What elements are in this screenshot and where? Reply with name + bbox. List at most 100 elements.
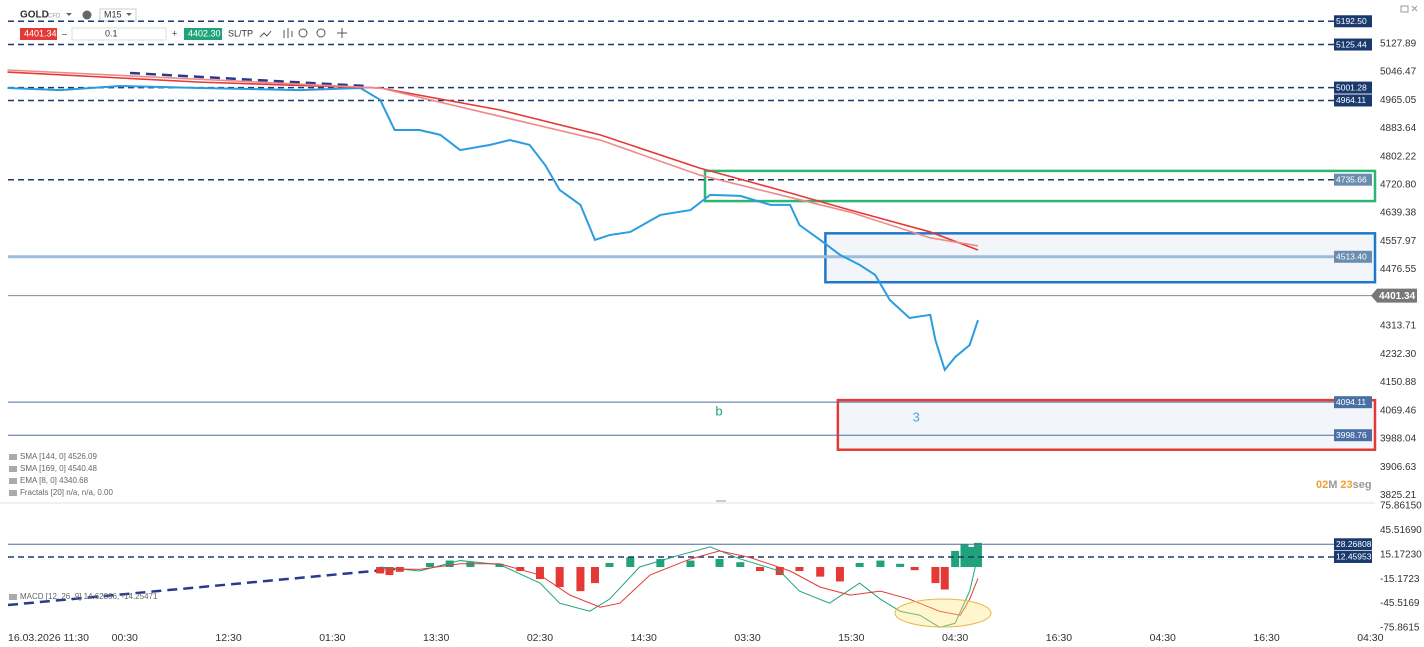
level-label-box bbox=[1334, 38, 1372, 51]
zoom-in-icon[interactable] bbox=[316, 28, 326, 38]
histogram-bar bbox=[626, 557, 635, 567]
legend-icon bbox=[9, 478, 17, 484]
close-icon[interactable] bbox=[1411, 5, 1418, 12]
symbol-dropdown[interactable] bbox=[66, 13, 72, 16]
symbol[interactable]: GOLD bbox=[20, 10, 49, 21]
y-tick-label: 4069.46 bbox=[1380, 405, 1417, 416]
indicator-legend: MACD [12, 26, 9] 14.62866, -14.25471 bbox=[20, 592, 158, 601]
legend-icon bbox=[9, 594, 17, 600]
histogram-bar bbox=[555, 567, 564, 588]
trend-line bbox=[129, 71, 366, 88]
y-tick-label: 4313.71 bbox=[1380, 321, 1417, 332]
zoom-out-icon[interactable] bbox=[298, 28, 308, 38]
annotation: 3 bbox=[913, 410, 920, 425]
y-tick-label: 3906.63 bbox=[1380, 462, 1417, 473]
y-tick-label: 4639.38 bbox=[1380, 208, 1417, 219]
symbol-kind: CFD bbox=[48, 14, 61, 20]
histogram-bar bbox=[466, 562, 475, 567]
sell-price[interactable]: 4401.34 bbox=[24, 28, 57, 38]
level-label-box bbox=[1334, 81, 1372, 94]
info-icon[interactable] bbox=[82, 10, 92, 20]
y-tick-label: 3988.04 bbox=[1380, 434, 1417, 445]
histogram-bar bbox=[795, 567, 804, 572]
window-icon[interactable] bbox=[1400, 5, 1409, 13]
histogram-bar bbox=[896, 563, 905, 567]
candle-timer: 02M 23seg bbox=[1316, 479, 1372, 491]
sell-button[interactable] bbox=[20, 28, 57, 40]
level-label-box bbox=[1334, 250, 1372, 263]
current-price-label: 4401.34 bbox=[1379, 291, 1416, 302]
timeframe[interactable]: M15 bbox=[104, 9, 122, 19]
indicator-icon[interactable] bbox=[283, 28, 293, 38]
y-tick-label: 5127.89 bbox=[1380, 38, 1417, 49]
level-label: 4094.11 bbox=[1336, 397, 1366, 407]
x-tick-label: 12:30 bbox=[215, 632, 241, 644]
y-tick-label: 4720.80 bbox=[1380, 179, 1417, 190]
histogram-bar bbox=[876, 560, 885, 567]
histogram-bar bbox=[376, 567, 385, 574]
x-tick-label: 00:30 bbox=[112, 632, 138, 644]
y-tick-label: -45.5169 bbox=[1380, 598, 1420, 609]
series-line bbox=[380, 546, 979, 628]
histogram-bar bbox=[385, 567, 394, 576]
crosshair-icon[interactable] bbox=[337, 28, 347, 38]
current-price-box bbox=[1371, 288, 1417, 303]
x-tick-label: 01:30 bbox=[319, 632, 345, 644]
x-tick-label: 02:30 bbox=[527, 632, 553, 644]
indicator-legend: SMA [144, 0] 4526.09 bbox=[20, 452, 97, 461]
chart-type-icon[interactable] bbox=[259, 30, 272, 38]
histogram-bar bbox=[910, 567, 919, 571]
x-tick-label: 03:30 bbox=[734, 632, 760, 644]
series-line bbox=[7, 71, 979, 251]
level-label: 4964.11 bbox=[1336, 95, 1366, 105]
y-tick-label: 4232.30 bbox=[1380, 349, 1417, 360]
level-label: 4513.40 bbox=[1336, 252, 1367, 262]
volume[interactable]: 0.1 bbox=[105, 28, 118, 38]
histogram-bar bbox=[756, 567, 765, 572]
y-tick-label: 4476.55 bbox=[1380, 264, 1417, 275]
histogram-bar bbox=[940, 567, 949, 590]
timeframe-dropdown bbox=[126, 13, 132, 16]
y-tick-label: 4557.97 bbox=[1380, 236, 1417, 247]
histogram-bar bbox=[576, 567, 585, 592]
annotation: b bbox=[715, 403, 722, 418]
buy-price[interactable]: 4402.30 bbox=[188, 28, 221, 38]
level-label-box bbox=[1334, 550, 1372, 563]
histogram-bar bbox=[445, 560, 454, 567]
level-label-box bbox=[1334, 538, 1372, 551]
x-tick-label: 16:30 bbox=[1253, 632, 1279, 644]
level-label-box bbox=[1334, 15, 1372, 28]
histogram-bar bbox=[736, 562, 745, 567]
histogram-bar bbox=[816, 567, 825, 577]
minus[interactable]: – bbox=[62, 28, 67, 38]
histogram-bar bbox=[656, 558, 665, 567]
histogram-bar bbox=[973, 542, 982, 567]
series-line bbox=[7, 84, 979, 373]
timer-minutes: 02 bbox=[1316, 479, 1328, 491]
x-tick-label: 15:30 bbox=[838, 632, 864, 644]
buy-button[interactable] bbox=[184, 28, 222, 40]
histogram-bar bbox=[951, 550, 960, 567]
y-tick-label: 3825.21 bbox=[1380, 490, 1417, 501]
indicator-legend: SMA [169, 0] 4540.48 bbox=[20, 464, 97, 473]
level-label: 3998.76 bbox=[1336, 430, 1367, 440]
x-tick-label: 13:30 bbox=[423, 632, 449, 644]
histogram-bar bbox=[931, 567, 940, 584]
histogram-bar bbox=[686, 560, 695, 567]
volume-input[interactable] bbox=[71, 27, 167, 41]
x-tick-label: 04:30 bbox=[942, 632, 968, 644]
sltp-button[interactable]: SL/TP bbox=[228, 28, 253, 38]
zone bbox=[703, 169, 1377, 203]
y-tick-label: 4965.05 bbox=[1380, 95, 1417, 106]
level-label: 5125.44 bbox=[1336, 39, 1367, 49]
histogram-bar bbox=[715, 558, 724, 567]
y-tick-label: 15.17230 bbox=[1380, 549, 1422, 560]
histogram-bar bbox=[425, 562, 434, 567]
level-label: 5192.50 bbox=[1336, 16, 1367, 26]
level-label: 4735.66 bbox=[1336, 174, 1367, 184]
histogram-bar bbox=[516, 567, 525, 572]
y-tick-label: 4883.64 bbox=[1380, 123, 1417, 134]
timer-minutes-unit: M bbox=[1328, 479, 1337, 491]
plus[interactable]: + bbox=[172, 28, 177, 38]
